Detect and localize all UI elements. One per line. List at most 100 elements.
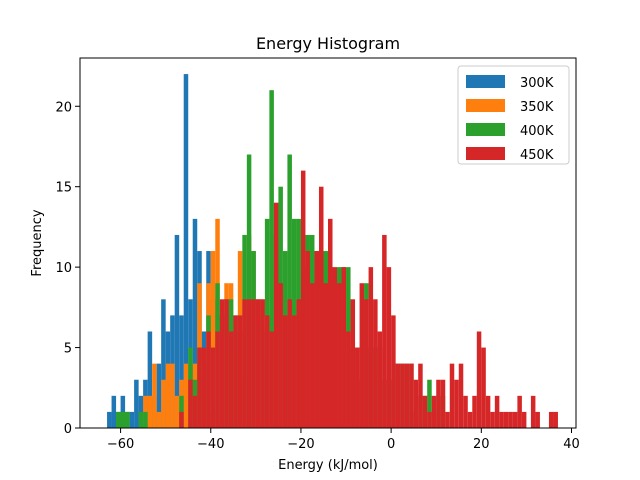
histogram-bar [269, 90, 274, 429]
histogram-bar [382, 234, 387, 428]
histogram-bar [359, 283, 365, 428]
x-tick-label: −60 [107, 437, 134, 452]
x-tick-label: 0 [387, 437, 395, 452]
histogram-bar [499, 411, 504, 428]
x-axis-ticks: −60 −40 −20 0 20 40 [107, 428, 580, 452]
histogram-bar [472, 395, 477, 428]
legend: 300K 350K 400K 450K [457, 65, 570, 165]
histogram-bar [278, 283, 283, 428]
histogram-bar [314, 251, 319, 428]
histogram-bar [246, 299, 252, 428]
histogram-bar [156, 363, 162, 428]
y-tick-label: 20 [55, 100, 72, 115]
histogram-bar [373, 299, 378, 428]
x-tick-label: −20 [287, 437, 314, 452]
histogram-bar [300, 170, 306, 429]
histogram-bar [440, 379, 446, 428]
histogram-bar [337, 283, 342, 428]
histogram-bar [377, 331, 383, 428]
histogram-bar [174, 234, 180, 428]
histogram-bar [503, 411, 509, 428]
legend-label: 350K [520, 100, 554, 115]
histogram-bar [355, 347, 360, 428]
histogram-bar [152, 363, 157, 428]
histogram-bar [161, 379, 166, 428]
histogram-bar [350, 299, 356, 428]
histogram-bar [264, 315, 270, 428]
histogram-bar [291, 315, 297, 428]
histogram-bar [309, 283, 315, 428]
histogram-bar [251, 299, 256, 428]
histogram-bar [386, 267, 392, 428]
histogram-bar [224, 299, 229, 428]
legend-label: 400K [520, 124, 554, 139]
histogram-bar [147, 331, 153, 428]
histogram-bar [192, 218, 198, 428]
histogram-bar [287, 154, 292, 428]
histogram-bar [269, 331, 274, 428]
y-tick-label: 10 [55, 261, 72, 276]
legend-swatch [466, 123, 505, 136]
histogram-bar [422, 395, 428, 428]
histogram-bar [183, 74, 189, 428]
histogram-bar [179, 315, 184, 428]
x-tick-label: 20 [473, 437, 490, 452]
histogram-bar [490, 411, 495, 428]
histogram-bar [111, 395, 117, 428]
histogram-bar [237, 315, 243, 428]
histogram-bar [255, 299, 261, 428]
histogram-bar [512, 411, 518, 428]
histogram-bar [517, 395, 522, 428]
histogram-bar [228, 331, 234, 428]
histogram-bar [413, 379, 419, 428]
histogram-bar [332, 267, 338, 428]
histogram-bar [179, 411, 184, 428]
histogram-bar [553, 411, 558, 428]
histogram-bar [183, 363, 189, 428]
histogram-bar [165, 363, 171, 428]
histogram-bar [197, 347, 202, 428]
histogram-bar [458, 363, 464, 428]
histogram-bar [535, 411, 540, 428]
histogram-bar [170, 363, 175, 428]
histogram-bar [282, 315, 288, 428]
histogram-bar [219, 299, 225, 428]
histogram-bar [508, 411, 513, 428]
histogram-bar [400, 363, 405, 428]
histogram-bar [341, 267, 347, 428]
histogram-bar [364, 299, 369, 428]
histogram-bar [427, 411, 432, 428]
histogram-bar [427, 379, 432, 428]
histogram-bar [485, 395, 491, 428]
series-450K [179, 170, 558, 429]
histogram-bar [206, 331, 211, 428]
histogram-bar [481, 347, 486, 428]
histogram-bar [242, 299, 247, 428]
histogram-bar [521, 411, 527, 428]
histogram-bar [210, 251, 216, 428]
histogram-bar [318, 186, 324, 428]
histogram-bar [530, 395, 536, 428]
histogram-bar [368, 267, 374, 428]
histogram-bar [395, 363, 401, 428]
histogram-bar [404, 363, 410, 428]
histogram-bar [409, 363, 414, 428]
histogram-bar [192, 395, 198, 428]
histogram-bar [143, 411, 148, 428]
x-tick-label: −40 [197, 437, 224, 452]
y-tick-label: 15 [55, 181, 72, 196]
histogram-bar [296, 299, 301, 428]
legend-swatch [466, 75, 505, 88]
y-tick-label: 5 [64, 342, 72, 357]
histogram-bar [454, 379, 459, 428]
histogram-bar [305, 251, 310, 428]
histogram-bar [418, 363, 423, 428]
histogram-bar [215, 331, 220, 428]
histogram-bar [233, 315, 238, 428]
histogram-bar [174, 395, 180, 428]
histogram-bar [246, 154, 252, 428]
x-axis-label: Energy (kJ/mol) [278, 458, 378, 473]
histogram-bar [116, 411, 121, 428]
legend-label: 450K [520, 148, 554, 163]
